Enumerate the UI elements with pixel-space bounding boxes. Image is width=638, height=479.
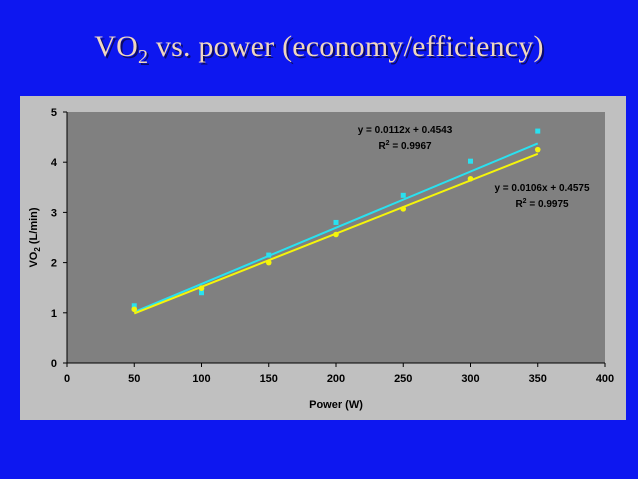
- data-point-yellow: [265, 259, 272, 266]
- data-point-cyan: [468, 158, 473, 164]
- y-tick-label: 5: [51, 107, 57, 119]
- data-point-yellow: [400, 206, 407, 212]
- r-squared-yellow: R2 = 0.9975: [515, 198, 569, 210]
- title-main: VO: [94, 30, 139, 63]
- chart-area: 0 50 100 150 200 250 300 350 400 0 1 2 3 4 5 Power (W)…: [20, 96, 626, 420]
- slide-title: VO2 vs. power (economy/efficiency): [0, 30, 638, 69]
- trendline-equation-cyan: y = 0.0112x + 0.4543: [358, 125, 453, 136]
- r-squared-yellow-rest: = 0.9975: [527, 199, 569, 210]
- data-point-yellow: [198, 285, 205, 292]
- x-tick-label: 250: [394, 373, 412, 385]
- r-squared-yellow-prefix: R: [515, 199, 523, 210]
- x-axis-label: Power (W): [309, 399, 363, 411]
- y-axis-label-main: VO: [28, 251, 40, 267]
- data-point-cyan: [333, 219, 339, 225]
- x-tick-label: 0: [64, 373, 70, 385]
- r-squared-cyan-sup: 2: [386, 140, 390, 147]
- x-tick-label: 400: [596, 373, 614, 385]
- data-point-cyan: [131, 303, 137, 309]
- data-point-yellow: [333, 231, 339, 238]
- trendline-0: [133, 142, 539, 314]
- r-squared-cyan: R2 = 0.9967: [378, 140, 432, 152]
- chart-marks: [131, 128, 541, 315]
- y-tick-label: 2: [51, 258, 57, 270]
- y-tick-label: 4: [51, 157, 58, 169]
- chart-svg: 0 50 100 150 200 250 300 350 400 0 1 2 3 4 5 Power (W)…: [28, 107, 614, 411]
- x-tick-label: 150: [260, 373, 278, 385]
- chart-labels: Power (W) VO2 (L/min) y = 0.0112x + 0.45…: [28, 125, 590, 411]
- r-squared-yellow-sup: 2: [523, 198, 527, 205]
- axes: 0 50 100 150 200 250 300 350 400 0 1 2 3 4 5: [51, 107, 614, 385]
- data-point-yellow: [534, 146, 541, 153]
- title-rest: vs. power (economy/efficiency): [148, 30, 544, 63]
- trendline-equation-yellow: y = 0.0106x + 0.4575: [494, 183, 590, 194]
- x-tick-label: 350: [529, 373, 547, 385]
- x-tick-label: 200: [327, 373, 345, 385]
- title-subscript: 2: [138, 46, 149, 68]
- y-axis-label-subscript: 2: [33, 247, 42, 252]
- x-tick-label: 100: [192, 373, 210, 385]
- data-point-cyan: [400, 192, 406, 198]
- r-squared-cyan-prefix: R: [378, 141, 386, 152]
- data-point-yellow: [131, 306, 138, 313]
- data-point-cyan: [199, 290, 204, 296]
- r-squared-cyan-rest: = 0.9967: [390, 141, 432, 152]
- data-point-cyan: [535, 128, 541, 134]
- y-tick-label: 1: [51, 308, 57, 320]
- data-point-yellow: [467, 175, 474, 182]
- y-tick-label: 0: [51, 358, 57, 370]
- x-tick-label: 50: [128, 373, 140, 385]
- y-axis-label-rest: (L/min): [28, 207, 40, 247]
- y-tick-label: 3: [51, 207, 57, 219]
- y-axis-label: VO2 (L/min): [28, 207, 42, 267]
- data-point-cyan: [266, 252, 272, 258]
- x-tick-label: 300: [461, 373, 479, 385]
